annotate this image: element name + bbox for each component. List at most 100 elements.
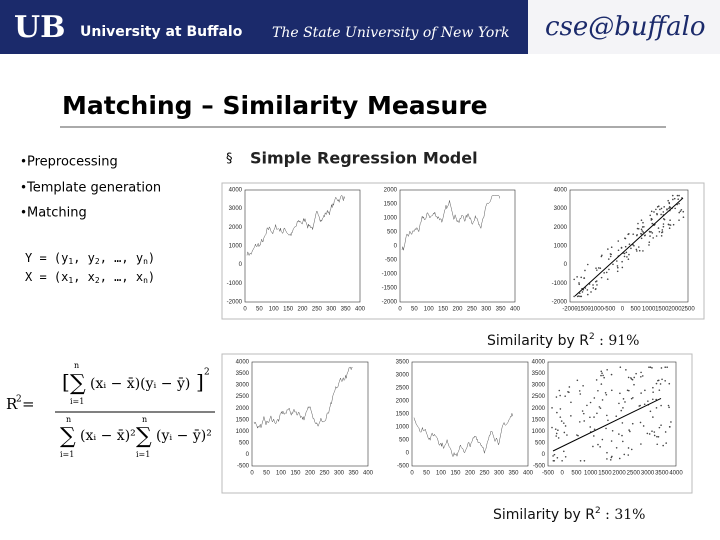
scatter-point xyxy=(633,244,635,247)
scatter-point xyxy=(599,446,601,448)
scatter-point xyxy=(557,437,560,439)
scatter-point xyxy=(579,295,581,298)
y-tick-label: 2000 xyxy=(229,225,243,231)
x-tick-label: 3500 xyxy=(655,471,669,477)
bullet-dot: • xyxy=(20,155,27,169)
scatter-point xyxy=(605,271,608,274)
scatter-point xyxy=(562,422,565,424)
scatter-point xyxy=(579,393,582,395)
scatter-point xyxy=(564,395,566,397)
scatter-point xyxy=(577,434,579,437)
lower: i=1 xyxy=(60,450,74,459)
x-tick-label: 250 xyxy=(312,307,323,313)
scatter-point xyxy=(660,235,663,237)
x-tick-label: -1500 xyxy=(575,307,591,313)
scatter-point xyxy=(679,210,682,212)
scatter-point xyxy=(559,394,561,397)
scatter-point xyxy=(595,267,597,269)
eq: = xyxy=(22,395,35,413)
series-line xyxy=(401,195,501,251)
scatter-point xyxy=(641,230,644,232)
y-tick-label: 4000 xyxy=(229,188,243,194)
den-x: (xᵢ − x̄)² xyxy=(80,428,136,444)
scatter-point xyxy=(648,366,650,369)
scatter-point xyxy=(606,369,608,371)
scatter-point xyxy=(563,431,566,434)
scatter-point xyxy=(584,269,586,272)
scatter-point xyxy=(607,258,610,260)
scatter-point xyxy=(651,222,654,225)
y-tick-label: 2000 xyxy=(384,188,398,194)
scatter-point xyxy=(598,406,601,408)
scatter-point xyxy=(576,434,578,436)
y-tick-label: 3000 xyxy=(396,373,410,379)
bullet: Preprocessing xyxy=(27,155,118,170)
scatter-point xyxy=(682,210,685,213)
scatter-point xyxy=(595,379,598,381)
scatter-point xyxy=(632,233,635,235)
scatter-point xyxy=(597,267,600,269)
scatter-point xyxy=(601,438,604,441)
scatter-point xyxy=(666,208,668,210)
scatter-point xyxy=(629,430,631,433)
y-tick-label: -500 xyxy=(533,464,546,470)
scatter-point xyxy=(647,400,649,402)
scatter-point xyxy=(639,421,642,424)
scatter-point xyxy=(637,246,640,248)
y-tick-label: 2500 xyxy=(396,386,410,392)
scatter-point xyxy=(658,389,661,391)
scatter-point xyxy=(649,410,652,413)
scatter-point xyxy=(577,295,580,297)
y-tick-label: 0 xyxy=(542,452,546,458)
x-tick-label: 3000 xyxy=(641,471,655,477)
x-tick-label: 200 xyxy=(297,307,308,313)
scatter-point xyxy=(624,401,626,403)
scatter-point xyxy=(625,251,628,254)
x-tick-label: 50 xyxy=(263,471,270,477)
scatter-point xyxy=(626,389,629,392)
x-tick-label: 100 xyxy=(269,307,280,313)
section-text: Simple Regression Model xyxy=(250,149,478,168)
scatter-point xyxy=(606,451,608,454)
scatter-point xyxy=(662,223,665,225)
x-tick-label: 150 xyxy=(290,471,301,477)
scatter-point xyxy=(624,245,627,248)
x-tick-label: -1000 xyxy=(589,307,605,313)
similarity: Similarity by R2 : 31% xyxy=(493,506,645,524)
scatter-point xyxy=(657,379,660,382)
x-tick-label: 200 xyxy=(305,471,316,477)
scatter-point xyxy=(627,258,630,261)
scatter-point xyxy=(656,443,659,446)
scatter-point xyxy=(621,266,624,269)
x-tick-label: 0 xyxy=(398,307,402,313)
scatter-point xyxy=(668,227,671,230)
similarity-text: Similarity by R xyxy=(493,507,595,523)
y-tick-label: -500 xyxy=(397,464,410,470)
square: 2 xyxy=(204,368,210,378)
scatter-point xyxy=(669,224,672,226)
scatter-point xyxy=(610,246,613,249)
x-tick-label: 1000 xyxy=(642,307,656,313)
x-tick-label: 250 xyxy=(479,471,490,477)
scatter-point xyxy=(619,392,621,395)
y-tick-label: 3500 xyxy=(236,371,250,377)
scatter-point xyxy=(592,445,594,448)
scatter-point xyxy=(606,414,608,417)
scatter-point xyxy=(630,397,633,400)
scatter-point xyxy=(655,407,658,409)
scatter-point xyxy=(610,373,613,376)
y-tick-label: -2000 xyxy=(382,300,398,306)
plot-area xyxy=(251,361,369,467)
scatter-point xyxy=(656,212,658,215)
plot-area xyxy=(244,189,361,303)
scatter-point xyxy=(648,244,650,246)
y-tick-label: 3500 xyxy=(532,371,546,377)
header-right xyxy=(528,0,720,54)
x-tick-label: 1000 xyxy=(584,471,598,477)
scatter-point xyxy=(628,253,630,256)
bracket: [ xyxy=(62,370,70,394)
scatter-point xyxy=(596,269,598,271)
scatter-point xyxy=(599,267,602,270)
scatter-point xyxy=(609,253,612,255)
scatter-point xyxy=(621,422,624,424)
